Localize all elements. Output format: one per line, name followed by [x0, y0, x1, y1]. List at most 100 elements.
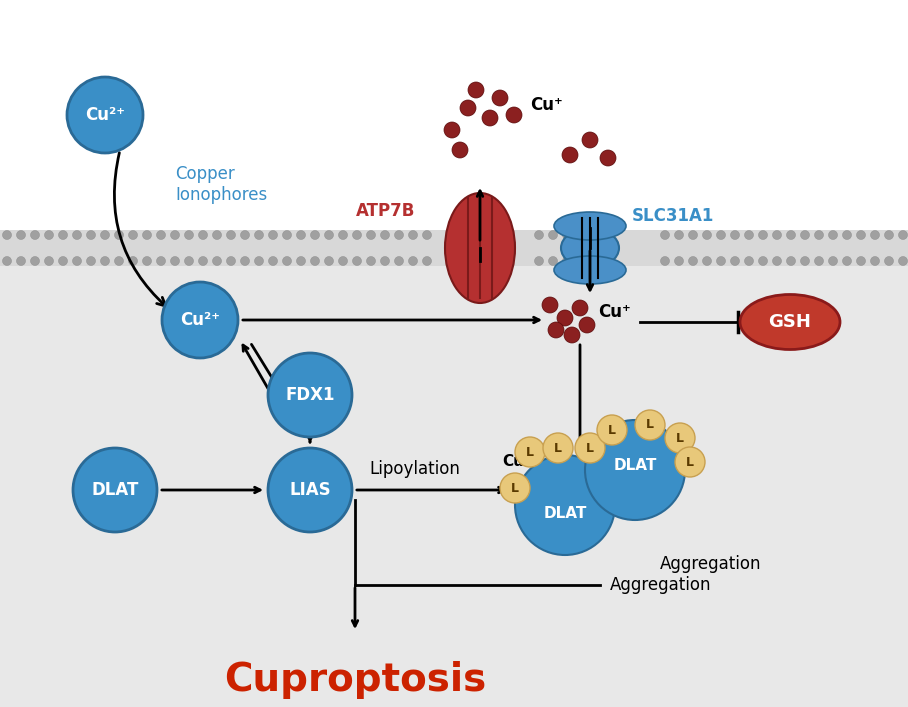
Text: L: L: [554, 441, 562, 455]
Text: Copper
Ionophores: Copper Ionophores: [175, 165, 267, 204]
Circle shape: [548, 230, 558, 240]
Circle shape: [575, 433, 605, 463]
Circle shape: [254, 230, 263, 240]
Circle shape: [773, 257, 782, 266]
Ellipse shape: [740, 295, 840, 349]
Circle shape: [268, 353, 352, 437]
Circle shape: [731, 230, 739, 240]
Text: DLAT: DLAT: [543, 506, 587, 520]
Circle shape: [660, 230, 669, 240]
Circle shape: [468, 82, 484, 98]
Circle shape: [814, 257, 824, 266]
FancyArrowPatch shape: [114, 153, 165, 306]
Circle shape: [585, 420, 685, 520]
Circle shape: [114, 230, 123, 240]
Circle shape: [409, 230, 418, 240]
Circle shape: [67, 77, 143, 153]
Circle shape: [171, 257, 180, 266]
Circle shape: [675, 257, 684, 266]
Circle shape: [156, 230, 165, 240]
Circle shape: [101, 257, 110, 266]
Circle shape: [226, 230, 235, 240]
Circle shape: [199, 230, 208, 240]
Circle shape: [814, 230, 824, 240]
Circle shape: [801, 230, 810, 240]
Circle shape: [828, 257, 837, 266]
Circle shape: [156, 257, 165, 266]
Circle shape: [44, 230, 54, 240]
Circle shape: [212, 257, 222, 266]
Circle shape: [241, 230, 250, 240]
Text: DLAT: DLAT: [92, 481, 139, 499]
Circle shape: [745, 257, 754, 266]
Circle shape: [856, 257, 865, 266]
Text: Cu²⁺: Cu²⁺: [180, 311, 220, 329]
Circle shape: [635, 410, 665, 440]
Circle shape: [703, 257, 712, 266]
Circle shape: [86, 230, 95, 240]
Text: GSH: GSH: [768, 313, 812, 331]
Circle shape: [703, 230, 712, 240]
Circle shape: [597, 415, 627, 445]
Circle shape: [492, 90, 508, 106]
Circle shape: [254, 257, 263, 266]
Circle shape: [58, 257, 67, 266]
Bar: [0, 230, 908, 266]
Ellipse shape: [445, 193, 515, 303]
Circle shape: [3, 230, 12, 240]
Circle shape: [282, 230, 291, 240]
Circle shape: [482, 110, 498, 126]
Circle shape: [884, 230, 893, 240]
Circle shape: [101, 230, 110, 240]
Text: DLAT: DLAT: [613, 457, 656, 472]
Bar: [0, 230, 908, 707]
Circle shape: [579, 317, 595, 333]
Circle shape: [73, 448, 157, 532]
Text: Cu⁺: Cu⁺: [502, 455, 532, 469]
Circle shape: [786, 257, 795, 266]
Circle shape: [564, 327, 580, 343]
Circle shape: [422, 230, 431, 240]
Text: SLC31A1: SLC31A1: [632, 207, 715, 225]
Bar: [0, 0, 908, 230]
Circle shape: [31, 230, 40, 240]
Circle shape: [16, 230, 25, 240]
Circle shape: [143, 230, 152, 240]
Circle shape: [380, 230, 390, 240]
Circle shape: [515, 455, 615, 555]
Circle shape: [171, 230, 180, 240]
Text: FDX1: FDX1: [285, 386, 335, 404]
Circle shape: [758, 230, 767, 240]
Circle shape: [843, 230, 852, 240]
Circle shape: [843, 257, 852, 266]
Circle shape: [184, 230, 193, 240]
Text: Lipoylation: Lipoylation: [370, 460, 460, 478]
Circle shape: [582, 132, 598, 148]
Circle shape: [899, 230, 907, 240]
Circle shape: [241, 257, 250, 266]
Circle shape: [311, 230, 320, 240]
Circle shape: [542, 297, 558, 313]
Circle shape: [535, 230, 544, 240]
Circle shape: [660, 257, 669, 266]
Circle shape: [688, 230, 697, 240]
Circle shape: [3, 257, 12, 266]
Circle shape: [226, 257, 235, 266]
Circle shape: [268, 448, 352, 532]
Ellipse shape: [554, 256, 626, 284]
Circle shape: [394, 230, 403, 240]
Circle shape: [548, 257, 558, 266]
Text: LIAS: LIAS: [289, 481, 331, 499]
Circle shape: [269, 257, 278, 266]
Circle shape: [352, 257, 361, 266]
Circle shape: [675, 230, 684, 240]
Circle shape: [758, 257, 767, 266]
Circle shape: [716, 257, 725, 266]
Circle shape: [600, 150, 616, 166]
Circle shape: [828, 230, 837, 240]
Circle shape: [773, 230, 782, 240]
Circle shape: [297, 230, 305, 240]
Circle shape: [548, 322, 564, 338]
Ellipse shape: [554, 212, 626, 240]
Circle shape: [31, 257, 40, 266]
